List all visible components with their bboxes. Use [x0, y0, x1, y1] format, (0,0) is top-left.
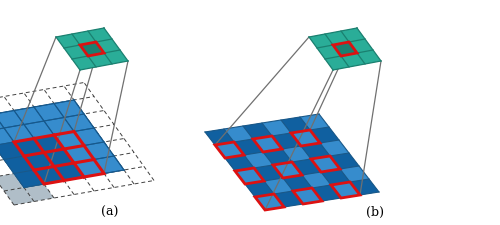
Polygon shape: [272, 133, 301, 149]
Polygon shape: [234, 139, 263, 155]
Polygon shape: [350, 179, 379, 195]
Polygon shape: [333, 42, 357, 56]
Polygon shape: [309, 28, 381, 70]
Polygon shape: [301, 143, 330, 159]
Polygon shape: [205, 129, 234, 145]
Polygon shape: [24, 184, 54, 202]
Polygon shape: [0, 142, 24, 160]
Polygon shape: [292, 159, 321, 175]
Text: (a): (a): [102, 206, 118, 219]
Polygon shape: [14, 139, 44, 156]
Polygon shape: [44, 149, 74, 166]
Polygon shape: [243, 123, 272, 139]
Polygon shape: [312, 185, 341, 201]
Polygon shape: [4, 187, 34, 205]
Polygon shape: [0, 173, 24, 191]
Polygon shape: [80, 42, 104, 56]
Polygon shape: [254, 165, 283, 181]
Polygon shape: [34, 166, 64, 184]
Polygon shape: [225, 155, 254, 171]
Polygon shape: [56, 28, 128, 70]
Polygon shape: [310, 127, 339, 143]
Polygon shape: [0, 100, 124, 187]
Polygon shape: [4, 156, 34, 173]
Polygon shape: [14, 170, 44, 187]
Polygon shape: [321, 169, 350, 185]
Polygon shape: [205, 114, 379, 210]
Text: (b): (b): [366, 206, 384, 219]
Polygon shape: [245, 181, 274, 197]
Polygon shape: [54, 163, 84, 180]
Polygon shape: [34, 135, 64, 153]
Polygon shape: [263, 149, 292, 165]
Polygon shape: [330, 153, 359, 169]
Polygon shape: [24, 153, 54, 170]
Polygon shape: [281, 117, 310, 133]
Polygon shape: [283, 175, 312, 191]
Polygon shape: [14, 170, 44, 187]
Polygon shape: [274, 191, 303, 207]
